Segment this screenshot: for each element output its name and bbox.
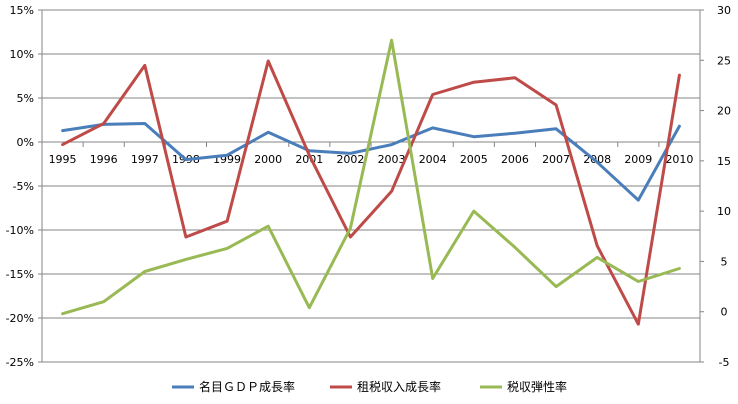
left-y-tick-label: 0% <box>17 136 34 149</box>
x-tick-label: 1995 <box>49 153 77 166</box>
right-y-tick-label: -5 <box>719 356 730 369</box>
x-tick-label: 2003 <box>378 153 406 166</box>
x-tick-label: 1996 <box>90 153 118 166</box>
legend-item: 租税収入成長率 <box>330 379 441 394</box>
x-tick-label: 2001 <box>295 153 323 166</box>
right-y-axis: 30 25 20 15 10 5 0 -5 <box>700 4 731 369</box>
right-y-tick-label: 15 <box>717 155 731 168</box>
legend-label: 租税収入成長率 <box>357 379 441 394</box>
left-y-tick-label: -20% <box>6 312 34 325</box>
legend-item: 税収弾性率 <box>480 379 567 394</box>
legend: 名目ＧＤＰ成長率 租税収入成長率 税収弾性率 <box>172 379 567 394</box>
legend-label: 税収弾性率 <box>507 379 567 394</box>
left-y-tick-label: 5% <box>17 92 34 105</box>
x-tick-label: 2002 <box>336 153 364 166</box>
left-y-tick-label: 15% <box>10 4 34 17</box>
x-tick-label: 2007 <box>542 153 570 166</box>
left-y-axis: 15% 10% 5% 0% -5% -10% -15% -20% -25% <box>6 4 42 369</box>
right-y-tick-label: 10 <box>717 205 731 218</box>
x-tick-label: 2009 <box>624 153 652 166</box>
x-tick-label: 1997 <box>131 153 159 166</box>
right-y-tick-label: 25 <box>717 54 731 67</box>
x-tick-label: 2010 <box>665 153 693 166</box>
left-y-tick-label: -25% <box>6 356 34 369</box>
gridlines <box>41 9 701 363</box>
series-line <box>61 122 681 202</box>
series-line <box>61 38 681 316</box>
left-y-tick-label: 10% <box>10 48 34 61</box>
legend-item: 名目ＧＤＰ成長率 <box>172 379 295 394</box>
x-tick-label: 2000 <box>254 153 282 166</box>
series-lines <box>61 38 681 326</box>
series-line <box>61 59 681 326</box>
right-y-tick-label: 20 <box>717 105 731 118</box>
right-y-tick-label: 5 <box>721 255 728 268</box>
right-y-tick-label: 0 <box>721 306 728 319</box>
x-tick-label: 2004 <box>419 153 447 166</box>
x-axis: 1995 1996 1997 1998 1999 2000 2001 2002 2003 2004… <box>41 142 701 166</box>
left-y-tick-label: -5% <box>13 180 34 193</box>
left-y-tick-label: -10% <box>6 224 34 237</box>
left-y-tick-label: -15% <box>6 268 34 281</box>
right-y-tick-label: 30 <box>717 4 731 17</box>
x-tick-label: 2006 <box>501 153 529 166</box>
x-tick-label: 2005 <box>460 153 488 166</box>
legend-label: 名目ＧＤＰ成長率 <box>199 379 295 394</box>
